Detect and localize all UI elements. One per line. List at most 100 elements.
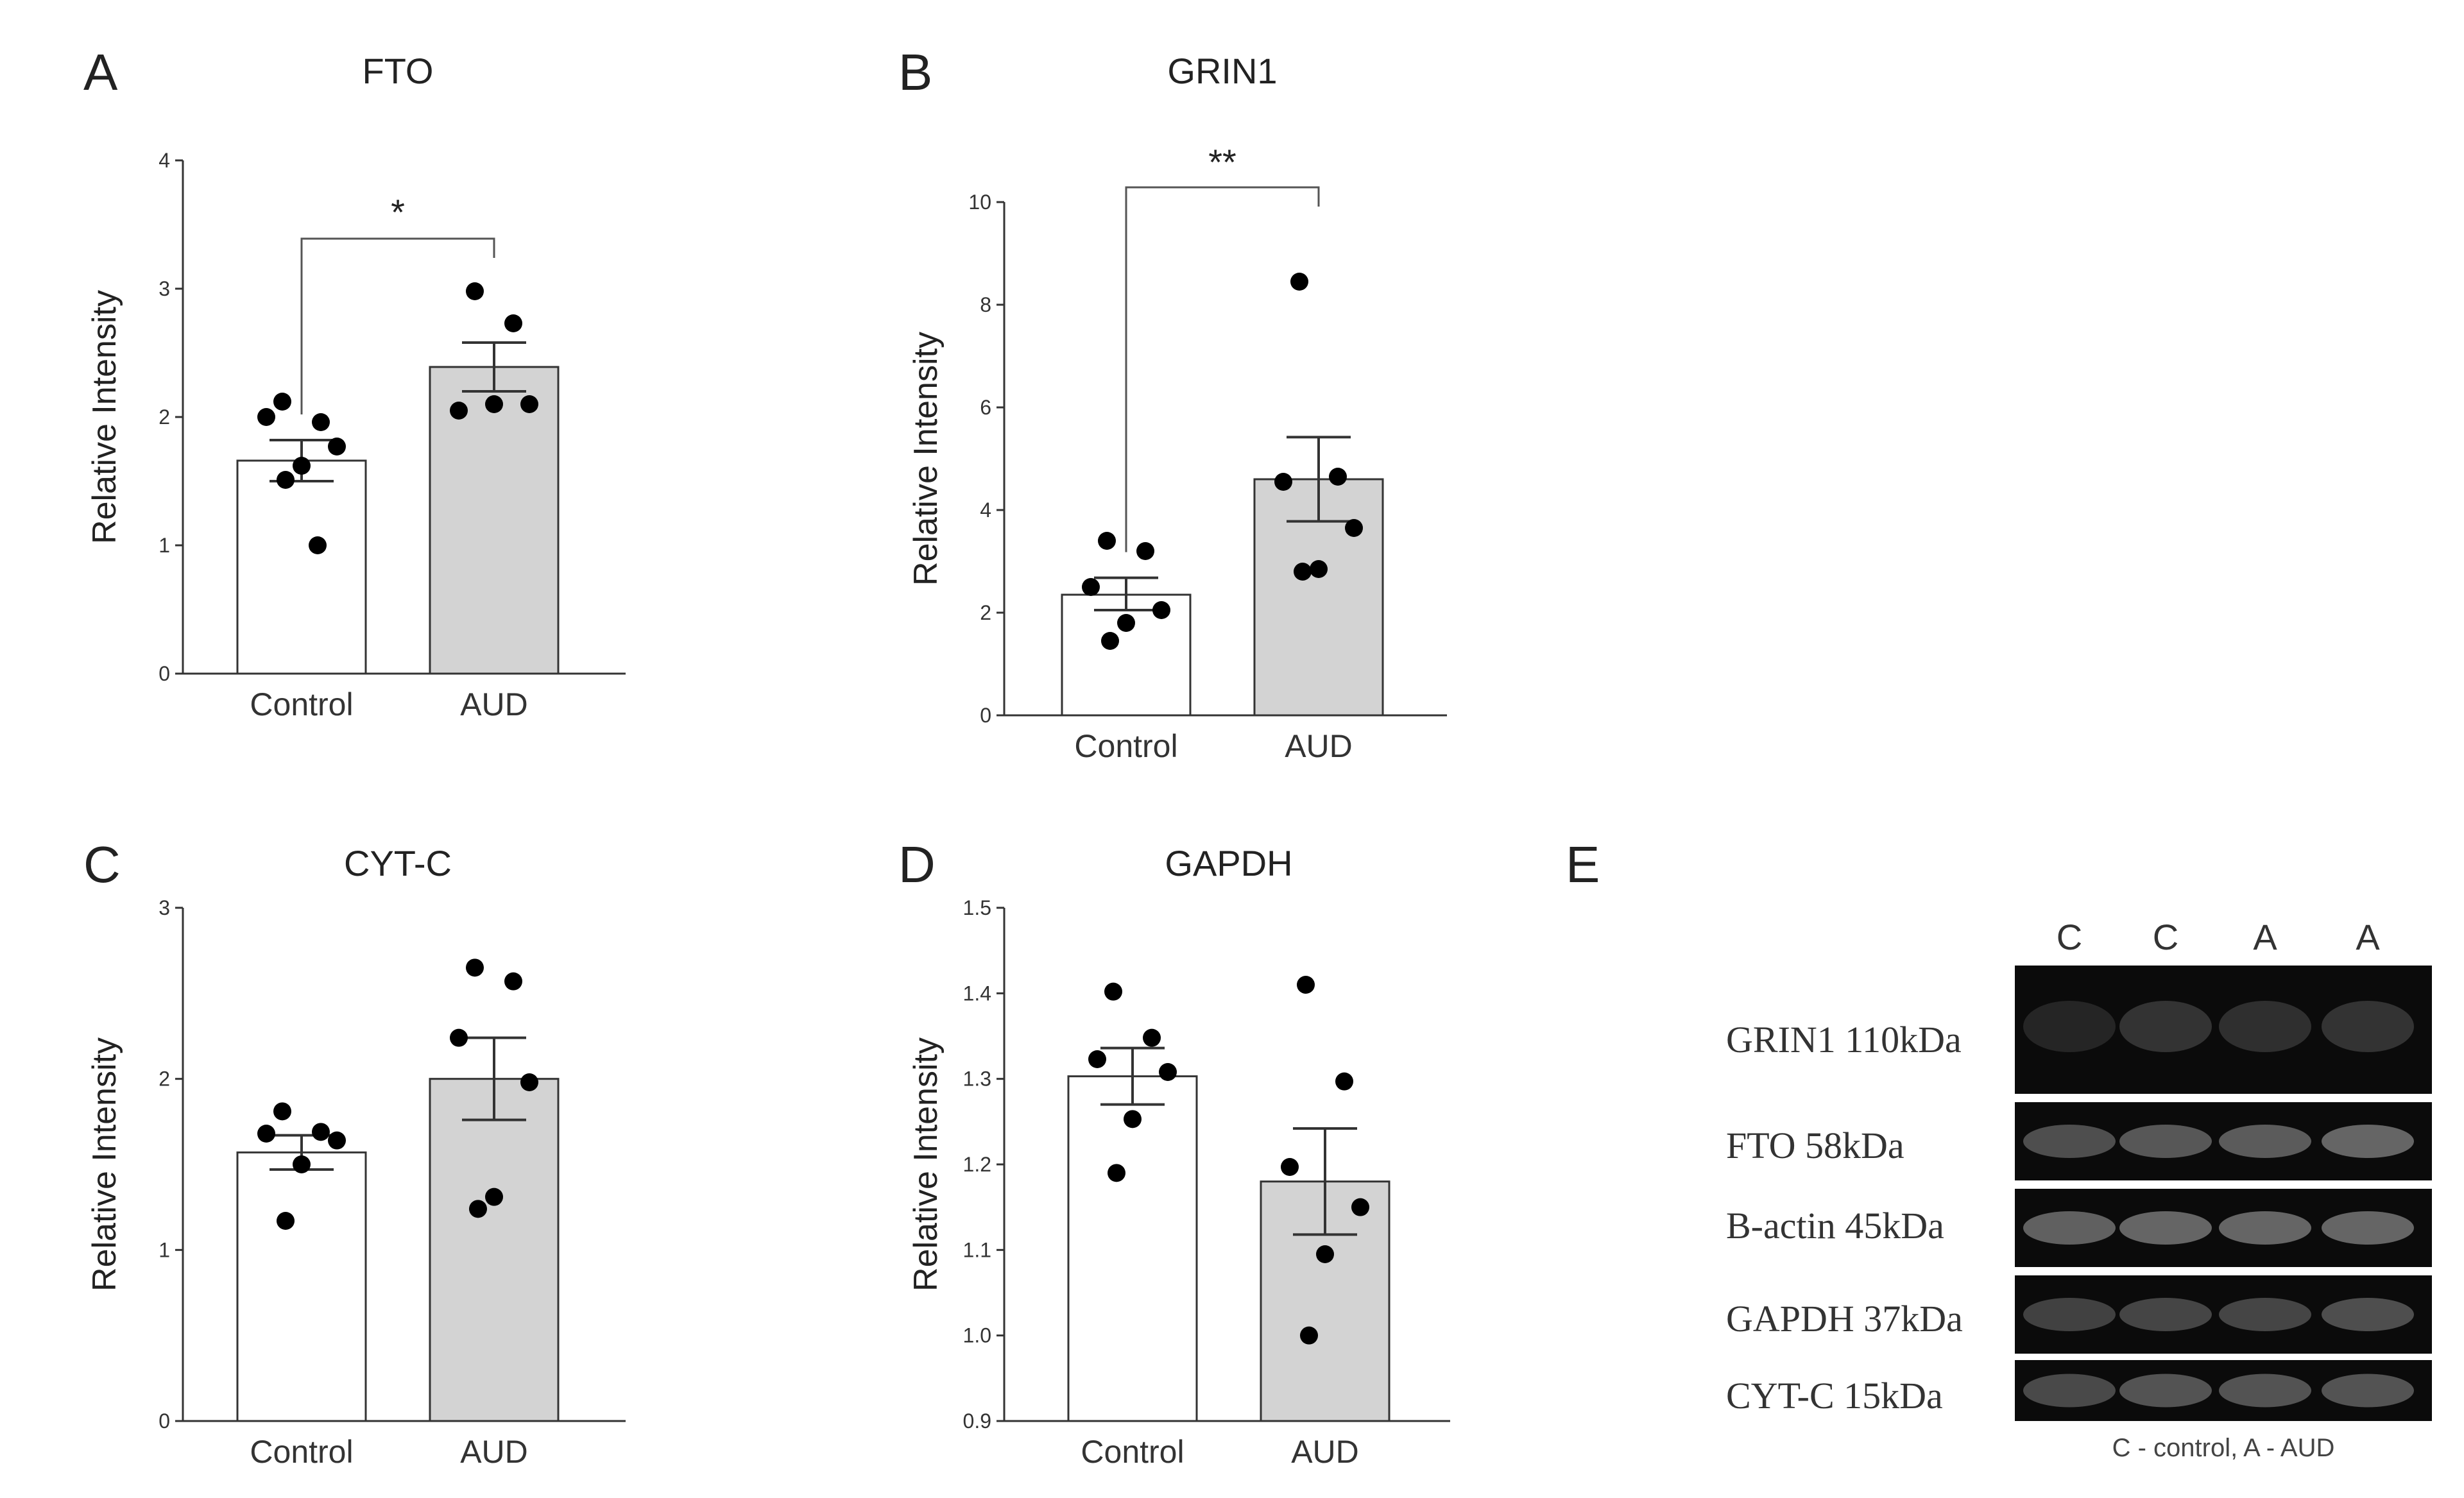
data-point — [328, 1131, 346, 1150]
y-tick-label: 2 — [158, 1068, 170, 1091]
y-tick-label: 6 — [980, 396, 991, 419]
lane-label: A — [2356, 917, 2380, 957]
blot-band — [2322, 1125, 2414, 1158]
data-point — [450, 402, 468, 420]
y-tick-label: 4 — [158, 149, 170, 172]
data-point — [293, 1155, 311, 1173]
chart-fto: FTO Relative Intensity 0 1 2 3 4 Control AUD * — [86, 51, 626, 722]
chart-cytc: CYT-C Relative Intensity 0 1 2 3 Control AUD — [86, 843, 626, 1470]
data-point — [1136, 542, 1154, 560]
x-tick-label: Control — [250, 1434, 353, 1470]
blot-band — [2322, 1374, 2414, 1408]
bar-control — [1061, 593, 1192, 717]
data-point — [257, 408, 275, 426]
data-point — [1124, 1110, 1142, 1128]
blot-band — [2119, 1374, 2212, 1408]
y-tick-label: 3 — [158, 896, 170, 919]
y-tick-label: 1.2 — [963, 1153, 991, 1176]
blot-band — [2119, 1001, 2212, 1052]
data-point — [293, 457, 311, 475]
data-point — [1310, 560, 1328, 578]
y-tick-label: 0.9 — [963, 1409, 991, 1433]
y-tick-label: 0 — [158, 662, 170, 685]
blot-row-label: CYT-C 15kDa — [1726, 1375, 1943, 1417]
data-point — [520, 395, 538, 413]
chart-gapdh: GAPDH Relative Intensity 0.9 1.0 1.1 1.2 1.3 1.… — [907, 843, 1450, 1470]
data-point — [309, 536, 327, 554]
y-tick-label: 1.1 — [963, 1238, 991, 1261]
data-point — [1088, 1050, 1106, 1068]
blot-band — [2023, 1374, 2116, 1408]
y-tick-label: 1.5 — [963, 896, 991, 919]
data-point — [1281, 1158, 1299, 1176]
blot-band — [2023, 1001, 2116, 1052]
y-tick-label: 1 — [158, 1238, 170, 1261]
data-point — [1335, 1072, 1353, 1091]
data-point — [1351, 1198, 1369, 1216]
y-axis-label: Relative Intensity — [907, 1037, 945, 1291]
lane-label: C — [2057, 917, 2082, 957]
significance-marker: * — [391, 192, 405, 232]
blot-row-label: GAPDH 37kDa — [1726, 1298, 1963, 1340]
y-tick-label: 3 — [158, 277, 170, 300]
panel-letter-a: A — [83, 44, 118, 101]
y-tick-label: 4 — [980, 498, 991, 522]
x-tick-label: Control — [250, 686, 353, 722]
data-point — [1274, 473, 1292, 491]
x-tick-label: AUD — [1291, 1434, 1359, 1470]
y-tick-label: 2 — [158, 405, 170, 429]
data-point — [312, 413, 330, 431]
x-tick-label: AUD — [1285, 728, 1353, 764]
blot-band — [2219, 1298, 2311, 1331]
blot-legend: C - control, A - AUD — [2112, 1434, 2335, 1462]
significance-bracket — [300, 237, 495, 414]
data-point — [1159, 1063, 1177, 1081]
data-point — [1104, 982, 1122, 1001]
panel-letter-e: E — [1566, 836, 1600, 893]
blot-band — [2322, 1211, 2414, 1245]
y-tick-label: 1.3 — [963, 1068, 991, 1091]
bar-control — [1067, 1075, 1198, 1422]
data-point — [1345, 519, 1363, 537]
blot-band — [2023, 1298, 2116, 1331]
x-tick-label: Control — [1074, 728, 1177, 764]
bar-control — [236, 459, 367, 675]
data-point — [485, 395, 503, 413]
data-point — [1316, 1245, 1334, 1263]
y-tick-label: 0 — [980, 704, 991, 727]
blot-band — [2219, 1001, 2311, 1052]
data-point — [1143, 1028, 1161, 1047]
western-blot-panel: C C A A GRIN1 110kDa FTO 58kDa B-actin 45kDa GA… — [1726, 917, 2432, 1462]
blot-row-label: GRIN1 110kDa — [1726, 1019, 1962, 1060]
data-point — [1108, 1164, 1125, 1182]
blot-band — [2119, 1211, 2212, 1245]
x-tick-label: Control — [1081, 1434, 1184, 1470]
chart-title: FTO — [363, 51, 434, 91]
data-point — [1290, 273, 1308, 291]
data-point — [1294, 563, 1312, 581]
data-point — [273, 393, 291, 411]
y-tick-label: 10 — [968, 191, 991, 214]
panel-letter-d: D — [898, 836, 936, 893]
blot-row-label: B-actin 45kDa — [1726, 1205, 1944, 1247]
y-tick-label: 8 — [980, 293, 991, 316]
data-point — [273, 1102, 291, 1121]
y-tick-label: 2 — [980, 601, 991, 624]
data-point — [1101, 632, 1119, 650]
data-point — [469, 1200, 487, 1218]
data-point — [1300, 1326, 1318, 1345]
y-tick-label: 1 — [158, 534, 170, 557]
data-point — [277, 471, 295, 489]
data-point — [257, 1125, 275, 1143]
blot-band — [2322, 1298, 2414, 1331]
chart-title: GAPDH — [1165, 843, 1292, 883]
lane-label: C — [2153, 917, 2178, 957]
blot-band — [2219, 1211, 2311, 1245]
data-point — [1329, 468, 1347, 486]
significance-marker: ** — [1208, 142, 1236, 182]
data-point — [450, 1028, 468, 1047]
blot-band — [2219, 1125, 2311, 1158]
panel-letter-b: B — [898, 44, 932, 101]
lane-label: A — [2253, 917, 2277, 957]
blot-band — [2023, 1211, 2116, 1245]
